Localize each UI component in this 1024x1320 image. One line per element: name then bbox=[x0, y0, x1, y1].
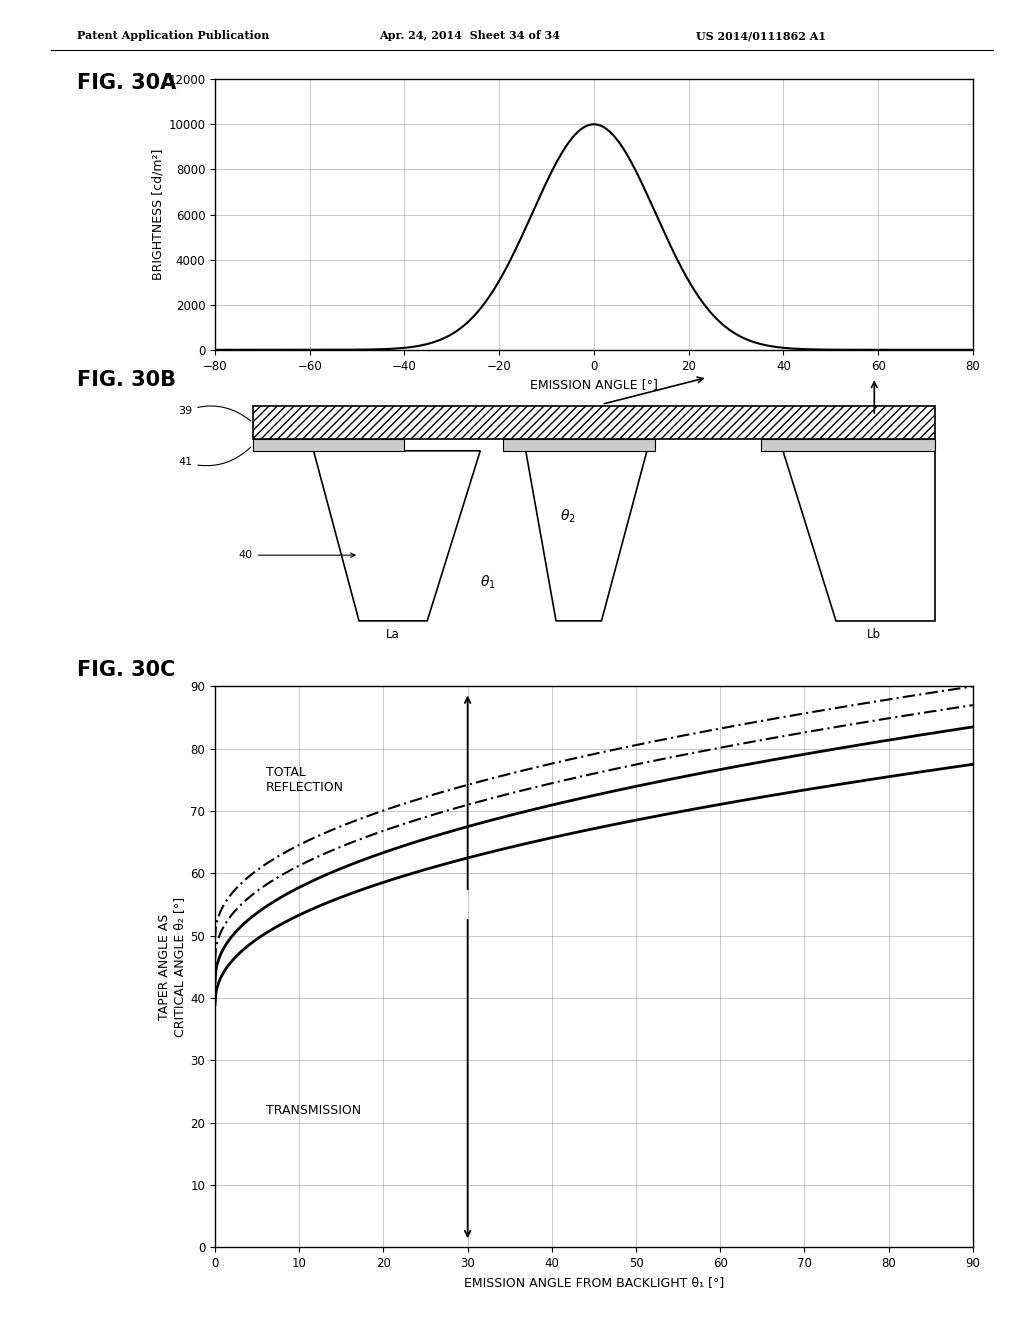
Text: Patent Application Publication: Patent Application Publication bbox=[77, 30, 269, 41]
Polygon shape bbox=[525, 451, 647, 620]
Polygon shape bbox=[783, 451, 935, 620]
Text: $\theta_1$: $\theta_1$ bbox=[480, 573, 496, 591]
Bar bbox=[253, 440, 404, 451]
Text: FIG. 30B: FIG. 30B bbox=[77, 370, 176, 389]
Text: La: La bbox=[386, 628, 400, 642]
Text: 40: 40 bbox=[239, 550, 355, 560]
Text: US 2014/0111862 A1: US 2014/0111862 A1 bbox=[696, 30, 826, 41]
Bar bbox=[503, 440, 654, 451]
Text: FIG. 30A: FIG. 30A bbox=[77, 73, 176, 92]
X-axis label: EMISSION ANGLE [°]: EMISSION ANGLE [°] bbox=[530, 378, 657, 391]
Bar bbox=[253, 407, 935, 440]
Text: 41: 41 bbox=[178, 447, 251, 467]
X-axis label: EMISSION ANGLE FROM BACKLIGHT θ₁ [°]: EMISSION ANGLE FROM BACKLIGHT θ₁ [°] bbox=[464, 1275, 724, 1288]
Text: TOTAL
REFLECTION: TOTAL REFLECTION bbox=[265, 766, 344, 793]
Text: FIG. 30C: FIG. 30C bbox=[77, 660, 175, 680]
Text: Apr. 24, 2014  Sheet 34 of 34: Apr. 24, 2014 Sheet 34 of 34 bbox=[379, 30, 560, 41]
Text: TRANSMISSION: TRANSMISSION bbox=[265, 1104, 360, 1117]
Text: 39: 39 bbox=[178, 407, 251, 421]
Y-axis label: TAPER ANGLE AS
CRITICAL ANGLE θ₂ [°]: TAPER ANGLE AS CRITICAL ANGLE θ₂ [°] bbox=[159, 896, 186, 1038]
Text: $\theta_2$: $\theta_2$ bbox=[559, 508, 575, 525]
Polygon shape bbox=[313, 451, 480, 620]
Text: Lb: Lb bbox=[867, 628, 882, 642]
Y-axis label: BRIGHTNESS [cd/m²]: BRIGHTNESS [cd/m²] bbox=[151, 149, 164, 280]
Bar bbox=[761, 440, 935, 451]
